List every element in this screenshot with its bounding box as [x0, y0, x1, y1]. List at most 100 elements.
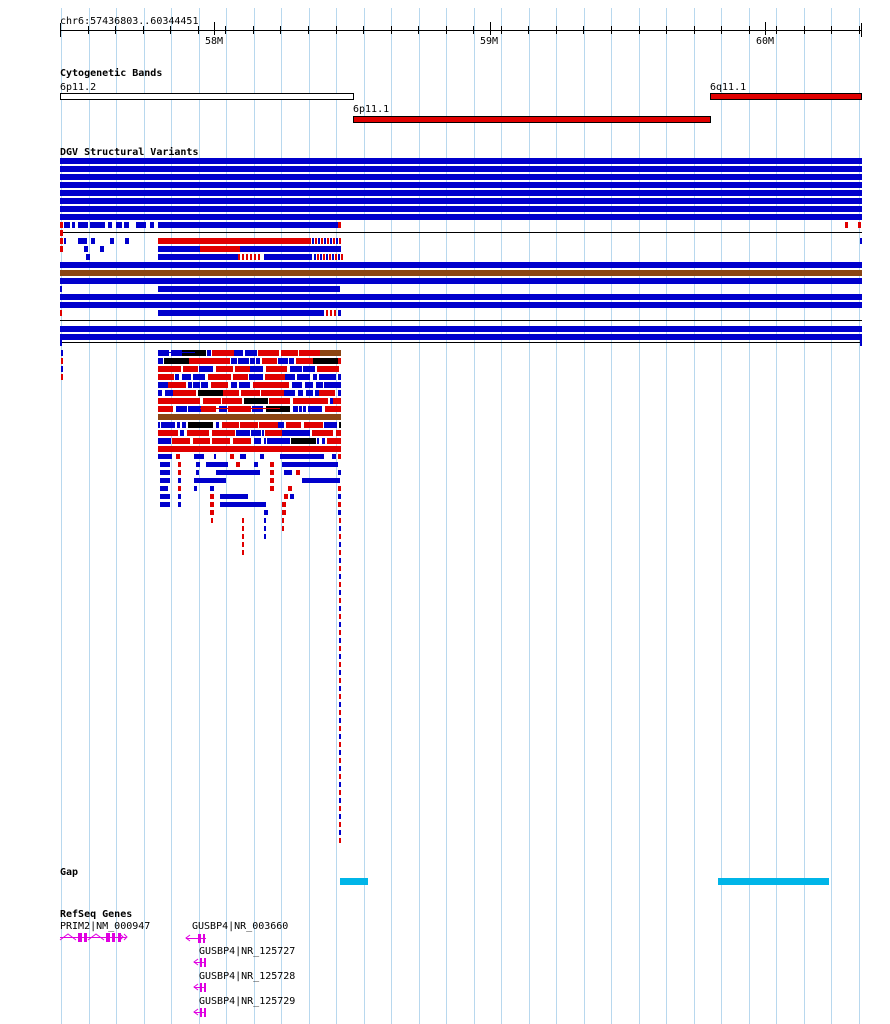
dgv-variant[interactable] — [241, 390, 260, 396]
gene-prim2-exon[interactable] — [106, 933, 110, 942]
dgv-variant[interactable] — [188, 406, 201, 412]
dgv-variant[interactable] — [158, 414, 341, 420]
dgv-variant[interactable] — [179, 398, 200, 404]
dgv-variant[interactable] — [339, 710, 341, 715]
dgv-variant[interactable] — [339, 814, 341, 819]
dgv-variant[interactable] — [60, 302, 862, 308]
dgv-variant[interactable] — [158, 246, 341, 252]
dgv-variant[interactable] — [339, 774, 341, 779]
dgv-variant[interactable] — [339, 782, 341, 787]
dgv-variant[interactable] — [339, 646, 341, 651]
dgv-variant[interactable] — [319, 390, 335, 396]
dgv-variant[interactable] — [259, 422, 278, 428]
dgv-variant[interactable] — [188, 382, 192, 388]
dgv-variant[interactable] — [124, 222, 129, 228]
dgv-variant[interactable] — [242, 254, 244, 260]
dgv-variant[interactable] — [251, 430, 261, 436]
dgv-variant[interactable] — [339, 622, 341, 627]
dgv-variant[interactable] — [60, 326, 862, 332]
dgv-variant[interactable] — [317, 438, 319, 444]
dgv-variant[interactable] — [262, 358, 277, 364]
dgv-variant[interactable] — [84, 246, 88, 252]
dgv-variant[interactable] — [339, 670, 341, 675]
dgv-variant[interactable] — [314, 254, 316, 260]
dgv-variant[interactable] — [158, 398, 179, 404]
dgv-variant[interactable] — [303, 366, 315, 372]
dgv-variant[interactable] — [160, 502, 170, 507]
gap-feature[interactable] — [340, 878, 368, 885]
dgv-variant[interactable] — [60, 230, 63, 236]
dgv-variant[interactable] — [858, 222, 861, 228]
dgv-variant[interactable] — [266, 366, 287, 372]
dgv-variant[interactable] — [172, 438, 190, 444]
dgv-variant[interactable] — [253, 382, 273, 388]
dgv-variant[interactable] — [270, 462, 274, 467]
dgv-variant[interactable] — [231, 358, 237, 364]
dgv-variant[interactable] — [293, 398, 309, 404]
dgv-variant[interactable] — [240, 454, 246, 459]
dgv-variant[interactable] — [264, 534, 266, 539]
dgv-variant[interactable] — [290, 366, 302, 372]
dgv-variant[interactable] — [238, 358, 249, 364]
dgv-variant[interactable] — [284, 470, 292, 475]
dgv-variant[interactable] — [60, 182, 862, 188]
dgv-variant[interactable] — [60, 198, 862, 204]
dgv-variant[interactable] — [288, 486, 292, 491]
dgv-variant[interactable] — [110, 238, 114, 244]
cytoband-6p11-1[interactable] — [353, 116, 711, 123]
dgv-variant[interactable] — [282, 518, 284, 523]
dgv-variant[interactable] — [320, 350, 341, 356]
dgv-variant[interactable] — [64, 222, 70, 228]
dgv-variant[interactable] — [60, 190, 862, 196]
dgv-variant[interactable] — [308, 406, 322, 412]
dgv-variant[interactable] — [280, 454, 324, 459]
dgv-variant[interactable] — [72, 222, 75, 228]
dgv-variant[interactable] — [339, 758, 341, 763]
dgv-variant[interactable] — [338, 502, 341, 507]
dgv-variant[interactable] — [188, 422, 213, 428]
dgv-variant[interactable] — [299, 406, 302, 412]
dgv-variant[interactable] — [282, 502, 286, 507]
dgv-variant[interactable] — [250, 254, 252, 260]
dgv-variant[interactable] — [239, 382, 243, 388]
dgv-variant[interactable] — [60, 238, 63, 244]
dgv-variant[interactable] — [860, 340, 862, 346]
dgv-variant[interactable] — [334, 310, 336, 316]
dgv-variant[interactable] — [61, 366, 63, 372]
dgv-variant[interactable] — [223, 390, 239, 396]
dgv-variant[interactable] — [296, 470, 300, 475]
dgv-variant[interactable] — [230, 454, 234, 459]
dgv-variant[interactable] — [245, 430, 250, 436]
dgv-variant[interactable] — [265, 374, 285, 380]
dgv-variant[interactable] — [261, 390, 284, 396]
dgv-variant[interactable] — [178, 494, 181, 499]
dgv-variant[interactable] — [175, 374, 179, 380]
dgv-variant[interactable] — [326, 254, 328, 260]
dgv-variant[interactable] — [207, 350, 211, 356]
dgv-variant[interactable] — [100, 246, 104, 252]
dgv-variant[interactable] — [254, 438, 261, 444]
dgv-variant[interactable] — [281, 350, 298, 356]
dgv-variant[interactable] — [332, 254, 334, 260]
dgv-variant[interactable] — [158, 286, 340, 292]
dgv-variant[interactable] — [245, 350, 257, 356]
dgv-variant[interactable] — [330, 238, 332, 244]
dgv-variant[interactable] — [222, 398, 242, 404]
dgv-variant[interactable] — [242, 542, 244, 547]
gene-gusbp4-exon[interactable] — [204, 983, 206, 992]
dgv-variant[interactable] — [60, 270, 862, 276]
dgv-variant[interactable] — [299, 350, 322, 356]
dgv-variant[interactable] — [210, 494, 214, 499]
dgv-variant[interactable] — [242, 526, 244, 531]
dgv-variant[interactable] — [338, 222, 341, 228]
dgv-variant[interactable] — [220, 502, 266, 507]
dgv-variant[interactable] — [341, 254, 343, 260]
refseq-track-title[interactable]: RefSeq Genes — [60, 909, 133, 920]
dgv-variant[interactable] — [339, 702, 341, 707]
dgv-variant[interactable] — [60, 334, 862, 340]
dgv-variant[interactable] — [242, 534, 244, 539]
dgv-variant[interactable] — [158, 390, 162, 396]
dgv-variant[interactable] — [158, 358, 163, 364]
dgv-variant[interactable] — [325, 374, 336, 380]
dgv-variant[interactable] — [61, 350, 63, 356]
